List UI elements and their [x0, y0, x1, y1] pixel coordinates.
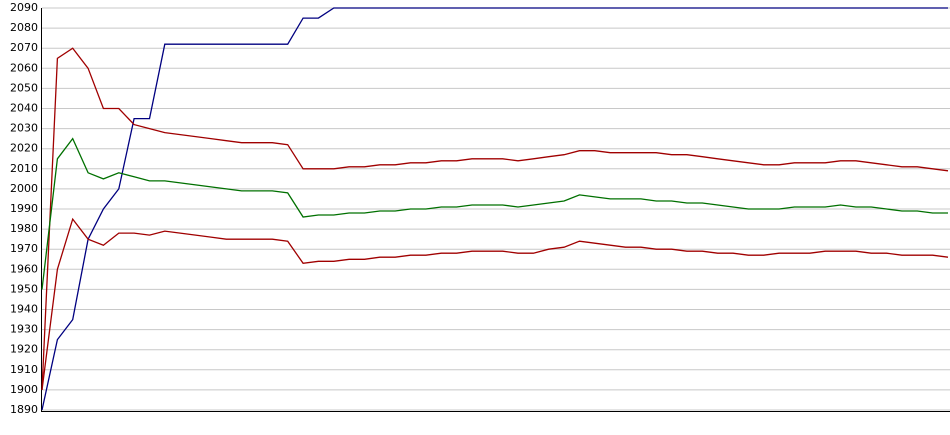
y-tick-label: 2010	[10, 162, 38, 175]
y-tick-label: 1900	[10, 383, 38, 396]
y-tick-label: 2040	[10, 102, 38, 115]
y-tick-label: 1930	[10, 323, 38, 336]
y-tick-label: 2090	[10, 1, 38, 14]
series-line	[41, 7, 948, 411]
y-tick-label: 1910	[10, 363, 38, 376]
y-tick-label: 1920	[10, 343, 38, 356]
y-tick-label: 1960	[10, 262, 38, 275]
y-tick-label: 1990	[10, 202, 38, 215]
y-tick-label: 1950	[10, 282, 38, 295]
y-tick-label: 1890	[10, 403, 38, 416]
y-tick-label: 2060	[10, 61, 38, 74]
series-line	[41, 137, 948, 290]
y-tick-label: 1970	[10, 242, 38, 255]
y-tick-label: 1940	[10, 303, 38, 316]
y-tick-label: 2030	[10, 122, 38, 135]
series-line	[41, 217, 949, 390]
y-tick-label: 2000	[10, 182, 38, 195]
y-tick-label: 2020	[10, 142, 38, 155]
y-tick-label: 2080	[10, 21, 38, 34]
y-tick-label: 2050	[10, 81, 38, 94]
series-line	[41, 47, 949, 390]
y-tick-label: 2070	[10, 41, 38, 54]
y-tick-label: 1980	[10, 222, 38, 235]
